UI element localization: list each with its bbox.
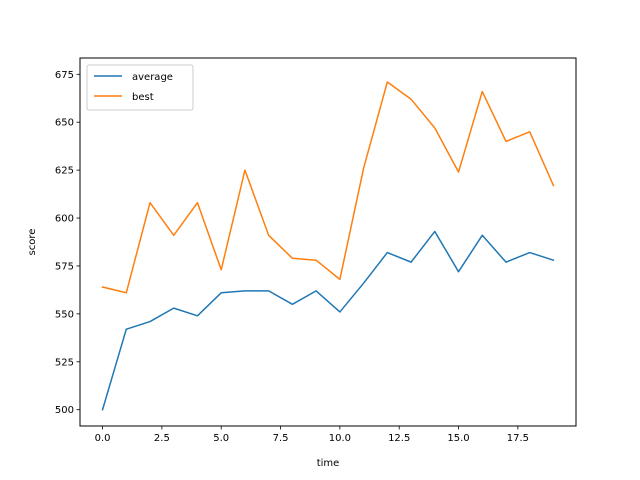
legend-label-average: average <box>132 72 173 83</box>
legend-label-best: best <box>132 92 154 103</box>
x-tick-label: 5.0 <box>213 433 229 444</box>
legend: average best <box>86 64 194 111</box>
y-tick-label: 550 <box>55 309 74 320</box>
x-tick-label: 2.5 <box>154 433 170 444</box>
x-tick-label: 17.5 <box>507 433 529 444</box>
x-tick-label: 12.5 <box>388 433 410 444</box>
y-tick-label: 625 <box>55 166 74 177</box>
y-axis-label: score <box>27 229 38 256</box>
series-layer <box>101 81 555 411</box>
x-tick-label: 10.0 <box>329 433 351 444</box>
x-tick-label: 7.5 <box>273 433 289 444</box>
y-tick-label: 600 <box>55 214 74 225</box>
x-axis: 0.0 2.5 5.0 7.5 10.0 12.5 15.0 17.5 <box>95 426 529 444</box>
y-tick-label: 650 <box>55 118 74 129</box>
series-line-average <box>101 230 555 411</box>
y-axis: 500 525 550 575 600 625 650 675 <box>55 70 80 416</box>
x-tick-label: 15.0 <box>447 433 469 444</box>
y-tick-label: 575 <box>55 261 74 272</box>
plot-area-frame <box>79 57 577 427</box>
x-axis-label: time <box>317 458 340 469</box>
y-tick-label: 675 <box>55 70 74 81</box>
y-tick-label: 525 <box>55 357 74 368</box>
series-line-best <box>101 81 555 294</box>
y-tick-label: 500 <box>55 405 74 416</box>
x-tick-label: 0.0 <box>95 433 111 444</box>
